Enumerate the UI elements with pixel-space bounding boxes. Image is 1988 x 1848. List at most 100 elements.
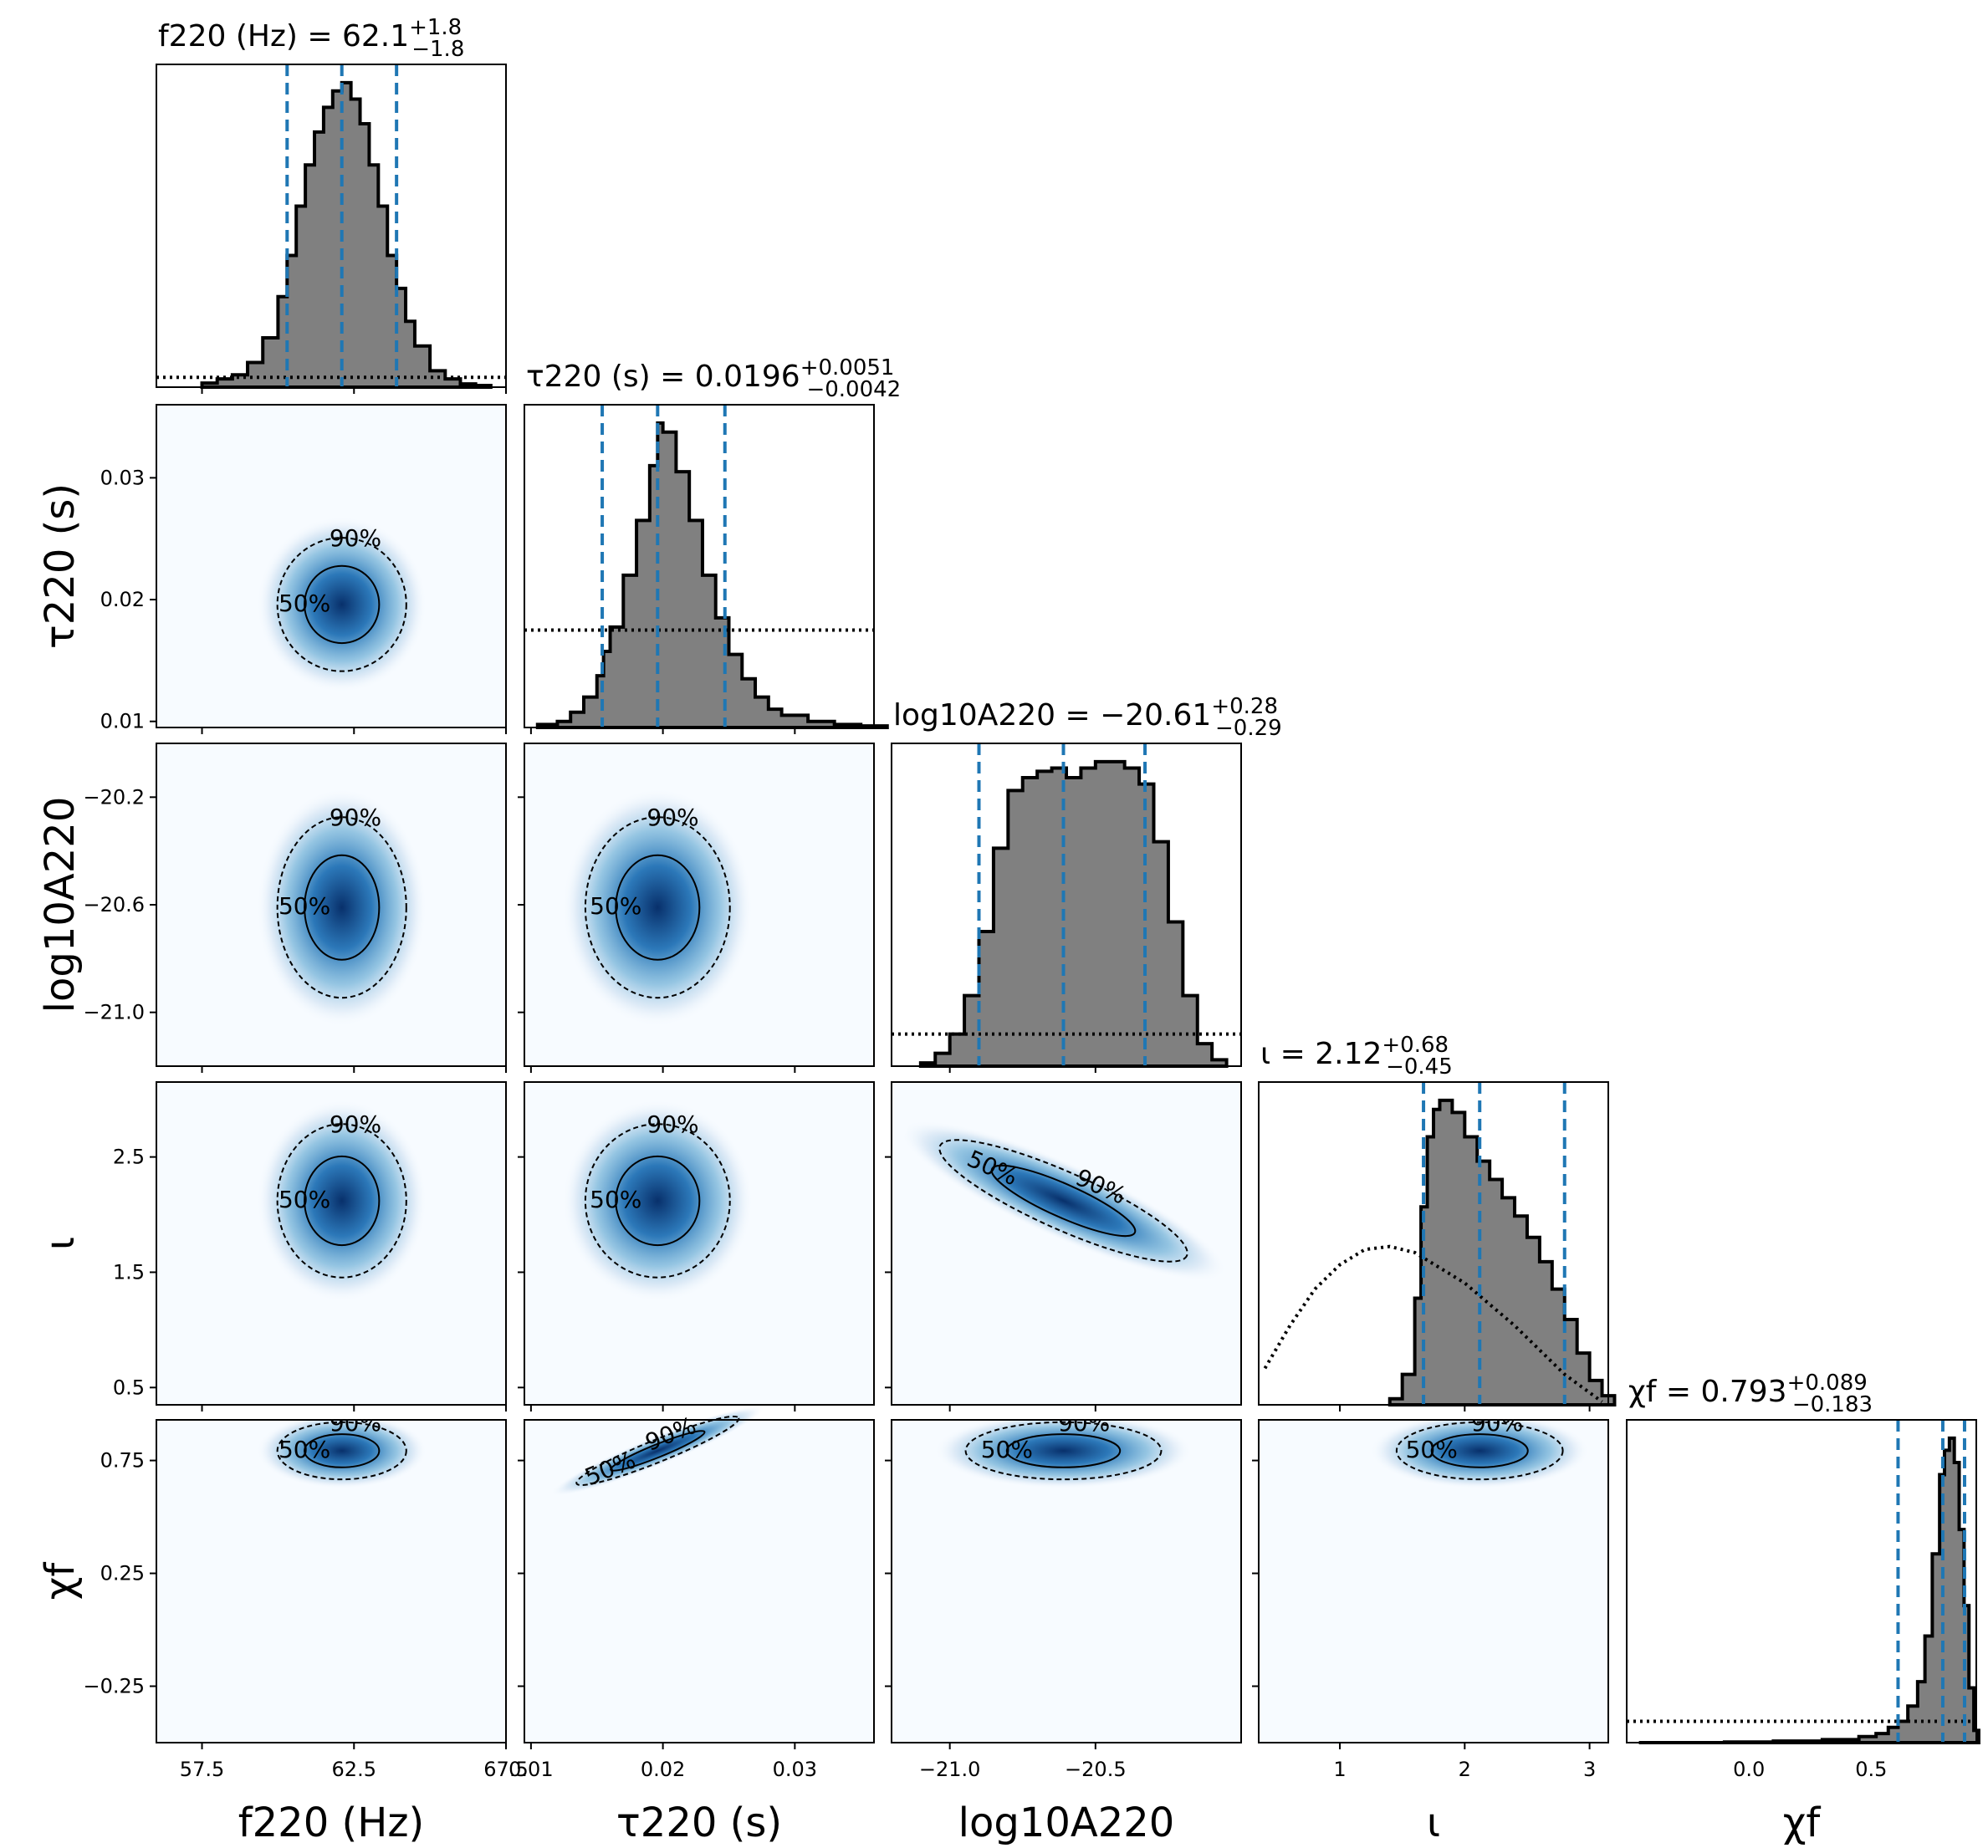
x-tick-label: 2	[1459, 1758, 1471, 1781]
contour-90	[584, 816, 731, 999]
hist-panel-iota: ι = 2.12+0.68 −0.45	[1258, 1033, 1617, 1412]
y-tick-label: −0.25	[83, 1675, 145, 1698]
x-tick-label: 0.02	[641, 1758, 685, 1781]
panel-frame	[524, 1419, 875, 1743]
y-tick-label: 2.5	[113, 1146, 145, 1169]
panel-frame	[891, 743, 1242, 1067]
density-panel-logA-chi: 50% 90%	[885, 1409, 1242, 1749]
density-panel-iota-chi: 50% 90%	[1252, 1409, 1609, 1749]
contour-label-50: 50%	[1406, 1436, 1458, 1463]
posterior-histogram	[918, 759, 1229, 1068]
density-blob	[257, 1420, 427, 1488]
contour-50	[304, 1155, 381, 1247]
y-tick-label: 0.5	[113, 1376, 145, 1399]
y-tick-label: −21.0	[83, 1001, 145, 1024]
posterior-histogram	[1638, 1436, 1980, 1744]
density-panel-f220-chi: 50%90% 0.75 0.25 −0.25	[83, 1419, 507, 1749]
contour-50	[990, 1164, 1137, 1238]
contour-label-50: 50%	[279, 1436, 330, 1463]
x-tick-label: 67.5	[483, 1758, 528, 1781]
x-tick-label: 62.5	[332, 1758, 376, 1781]
contour-label-90: 90%	[330, 1110, 381, 1138]
panel-frame	[156, 404, 507, 728]
contour-90	[276, 816, 407, 999]
panel-title: τ220 (s) = 0.0196+0.0051 −0.0042	[526, 355, 901, 402]
posterior-histogram	[1388, 1098, 1617, 1406]
contour-label-90: 90%	[330, 804, 381, 831]
contour-50	[1430, 1433, 1529, 1468]
density-panel-f220-iota: 50% 90% 2.5 1.5 0.5	[113, 1081, 507, 1412]
hist-panel-chi: χf = 0.793+0.089 −0.183	[1626, 1371, 1980, 1744]
density-panel-logA-iota: 50% 90%	[885, 1081, 1242, 1412]
density-blob	[550, 1405, 764, 1496]
density-panel-f220-logA: 50% 90% −20.2 −20.6 −21.0	[83, 743, 507, 1073]
panel-frame	[891, 1081, 1242, 1406]
contour-label-90: 90%	[1471, 1409, 1523, 1437]
contour-90	[938, 1139, 1188, 1263]
x-tick-label: 1	[1333, 1758, 1346, 1781]
x-tick-label: −21.0	[919, 1758, 981, 1781]
density-blob	[900, 1121, 1227, 1281]
density-panel-tau220-chi: 50%90%	[518, 1405, 875, 1749]
x-axis-label: τ220 (s)	[616, 1800, 782, 1846]
hist-panel-tau220: τ220 (s) = 0.0196+0.0051 −0.0042	[524, 355, 901, 734]
density-panel-tau220-iota: 50% 90%	[518, 1081, 875, 1412]
panel-frame	[891, 1419, 1242, 1743]
y-tick-label: 0.03	[100, 466, 145, 489]
contour-50	[615, 854, 701, 961]
x-tick-label: 0.03	[773, 1758, 817, 1781]
y-axis-label: ι	[37, 1237, 84, 1250]
contour-label-90: 90%	[646, 1110, 698, 1138]
contour-label-50: 50%	[279, 892, 330, 920]
y-tick-label: 0.25	[100, 1562, 145, 1585]
x-axis-label: f220 (Hz)	[238, 1800, 425, 1846]
contour-label-90: 90%	[646, 804, 698, 831]
panel-title: f220 (Hz) = 62.1+1.8 −1.8	[158, 15, 464, 62]
y-tick-label: 0.02	[100, 588, 145, 611]
contour-90	[276, 537, 407, 672]
y-tick-label: 1.5	[113, 1260, 145, 1284]
contour-label-50: 50%	[981, 1436, 1033, 1463]
panel-title: χf = 0.793+0.089 −0.183	[1628, 1371, 1873, 1417]
hist-panel-logA: log10A220 = −20.61+0.28 −0.29	[891, 694, 1282, 1073]
panel-frame	[524, 404, 875, 728]
contour-label-90: 90%	[1058, 1409, 1110, 1437]
contour-label-90: 90%	[330, 524, 381, 552]
density-panel-tau220-logA: 50% 90%	[518, 743, 875, 1073]
contour-50	[1005, 1433, 1122, 1468]
x-tick-label: 0.0	[1733, 1758, 1765, 1781]
density-panel-f220-tau220: 50% 90% 0.01 0.02 0.03	[100, 404, 507, 734]
contour-label-50: 50%	[279, 1186, 330, 1213]
x-axis-label: log10A220	[958, 1800, 1175, 1846]
panel-frame	[156, 1419, 507, 1743]
density-blob	[257, 1100, 427, 1302]
y-tick-label: −20.2	[83, 785, 145, 809]
contour-90	[276, 1123, 407, 1279]
density-blob	[934, 1420, 1193, 1488]
contour-90	[1395, 1421, 1564, 1481]
contour-label-50: 50%	[590, 892, 641, 920]
panel-title: log10A220 = −20.61+0.28 −0.29	[893, 694, 1282, 741]
density-blob	[257, 789, 427, 1027]
contour-50	[304, 564, 381, 645]
panel-frame	[1258, 1081, 1609, 1406]
x-tick-label: 0.5	[1855, 1758, 1887, 1781]
posterior-histogram	[535, 421, 889, 729]
y-tick-label: 0.75	[100, 1449, 145, 1473]
panel-frame	[156, 64, 507, 388]
density-blob	[562, 789, 754, 1027]
x-tick-label: 3	[1583, 1758, 1596, 1781]
x-axis-label: ι	[1427, 1800, 1440, 1846]
y-axis-label: τ220 (s)	[37, 483, 84, 649]
x-axis-label: χf	[1783, 1800, 1822, 1846]
posterior-histogram	[200, 80, 493, 389]
panel-bg	[524, 1420, 874, 1743]
panel-title: ι = 2.12+0.68 −0.45	[1260, 1033, 1453, 1080]
panel-frame	[524, 1081, 875, 1406]
contour-90	[276, 1421, 407, 1481]
contour-label-50: 50%	[279, 590, 330, 617]
density-blob	[257, 516, 427, 692]
contour-50	[615, 1155, 701, 1247]
contour-90	[584, 1123, 731, 1279]
